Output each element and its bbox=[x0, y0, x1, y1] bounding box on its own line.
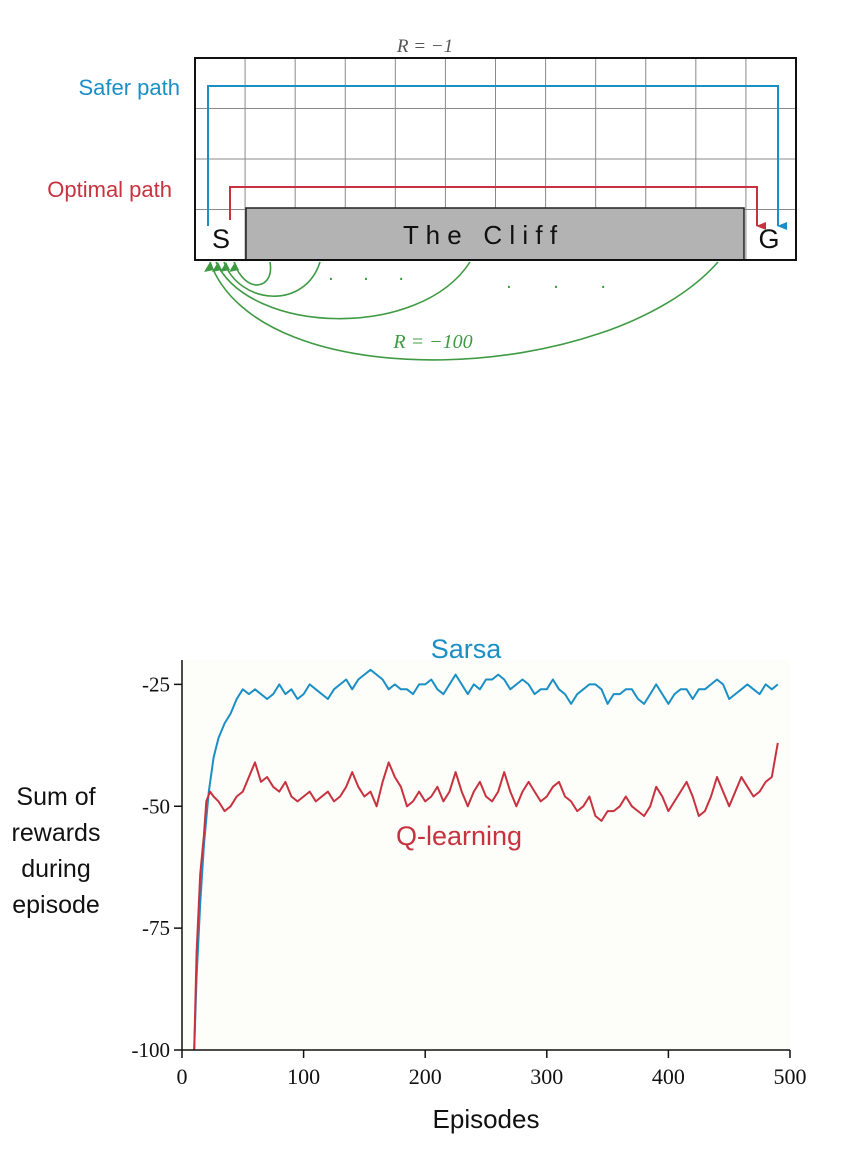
series-line-sarsa bbox=[193, 668, 779, 1051]
y-tick-label: -75 bbox=[142, 916, 170, 940]
goal-cell-label: G bbox=[758, 224, 779, 254]
plot-area bbox=[182, 660, 790, 1050]
cliff-fall-arrowheads bbox=[204, 262, 239, 272]
y-tick-label: -100 bbox=[132, 1038, 171, 1062]
y-tick-label: -50 bbox=[142, 794, 170, 818]
y-axis-title-line: during bbox=[21, 855, 91, 883]
series-line-qlearning bbox=[193, 742, 779, 1051]
cliff-fall-arrowhead bbox=[220, 262, 230, 272]
cliff-fall-arrowhead bbox=[212, 262, 222, 272]
step-reward-label: R = −1 bbox=[396, 36, 453, 57]
safer-path-label: Safer path bbox=[78, 75, 180, 100]
ellipsis-dots: . . . bbox=[506, 271, 624, 293]
cliff-region bbox=[245, 207, 745, 261]
x-ticks: 0 100 200 300 400 500 bbox=[177, 1050, 807, 1089]
learning-curve-chart: 0 100 200 300 400 500 -100-75-50-25 Episodes … bbox=[12, 634, 807, 1134]
x-tick-label: 0 bbox=[177, 1064, 188, 1089]
cliff-fall-arcs bbox=[209, 261, 719, 361]
cliff-fall-arc bbox=[215, 261, 471, 320]
cliff-fall-arc bbox=[233, 261, 272, 286]
x-tick-label: 400 bbox=[652, 1064, 685, 1089]
cliff-label: T h e C l i f f bbox=[403, 220, 558, 250]
x-axis-title: Episodes bbox=[433, 1104, 540, 1134]
y-ticks: -100 -75 -50 -25 bbox=[132, 672, 182, 1062]
cliff-fall-arc bbox=[223, 261, 321, 297]
x-tick-label: 100 bbox=[287, 1064, 320, 1089]
y-tick-label: -25 bbox=[142, 672, 170, 696]
x-tick-label: 500 bbox=[774, 1064, 807, 1089]
cliff-reward-label: R = −100 bbox=[392, 331, 472, 353]
safer-path-line bbox=[207, 85, 787, 230]
y-axis-title-line: episode bbox=[12, 891, 100, 919]
ellipsis-dots: . . . bbox=[328, 263, 416, 285]
x-tick-label: 200 bbox=[409, 1064, 442, 1089]
cliff-fall-arrowhead bbox=[229, 262, 239, 272]
y-axis-title-line: rewards bbox=[12, 819, 101, 847]
series-layer bbox=[193, 668, 779, 1051]
y-axis-title: Sum of rewards during episode bbox=[12, 783, 101, 919]
cliff-fall-arrowhead bbox=[204, 262, 214, 272]
cliff-walking-diagram: R = −1 T h e C l i f f S G Safer path Op… bbox=[47, 36, 797, 361]
series-label-sarsa: Sarsa bbox=[431, 634, 503, 664]
optimal-path-line bbox=[229, 186, 766, 230]
x-tick-label: 300 bbox=[530, 1064, 563, 1089]
y-axis-title-line: Sum of bbox=[16, 783, 95, 811]
optimal-path-label: Optimal path bbox=[47, 177, 172, 202]
start-cell-label: S bbox=[212, 224, 230, 254]
series-label-qlearning: Q-learning bbox=[396, 821, 522, 851]
cliff-fall-arc bbox=[209, 261, 719, 361]
gridworld-border bbox=[194, 57, 797, 261]
